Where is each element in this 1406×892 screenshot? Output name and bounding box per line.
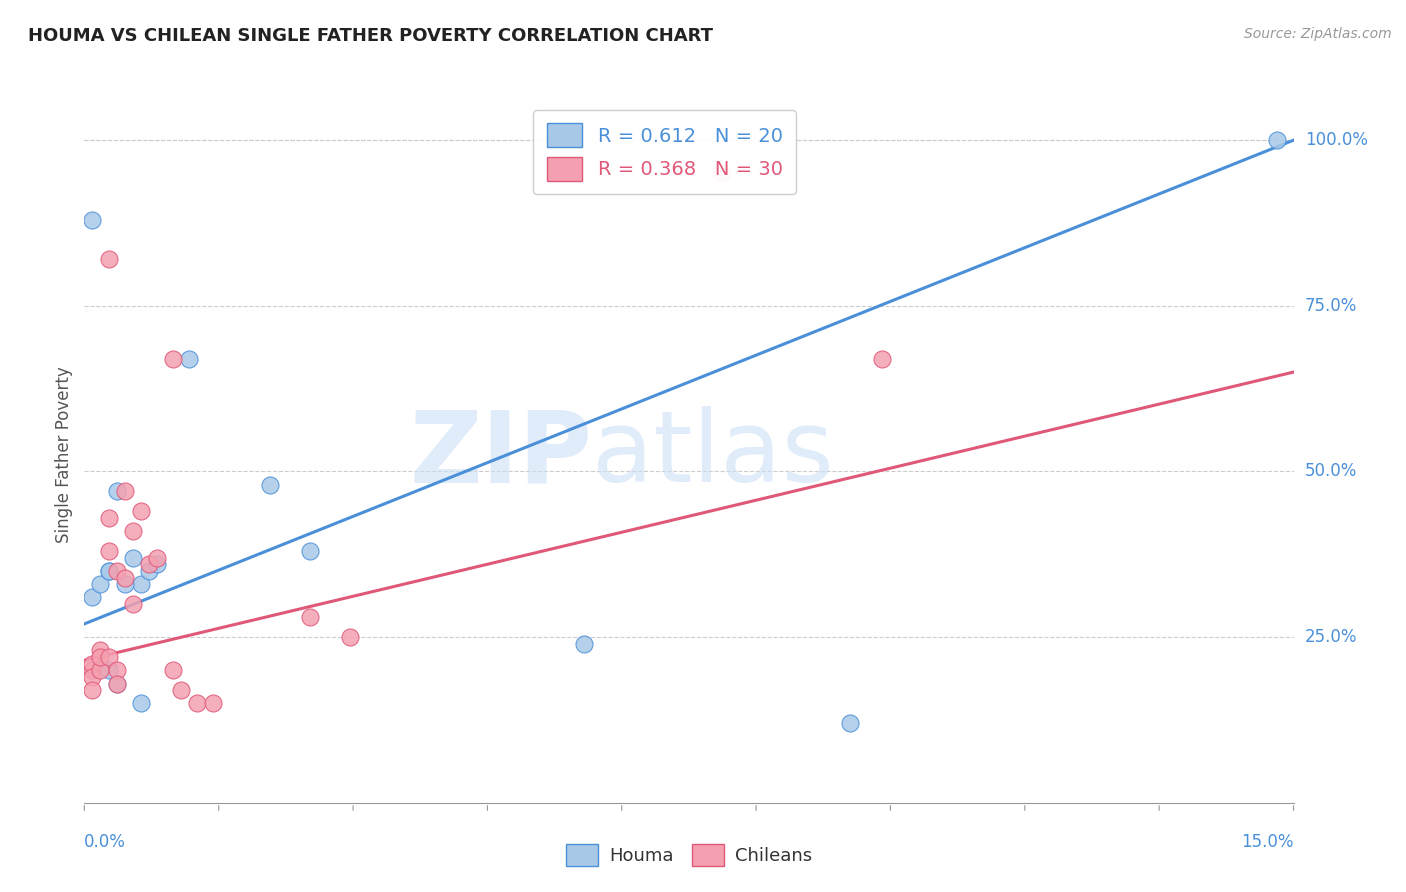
Point <box>97 511 120 525</box>
Text: HOUMA VS CHILEAN SINGLE FATHER POVERTY CORRELATION CHART: HOUMA VS CHILEAN SINGLE FATHER POVERTY C… <box>28 27 713 45</box>
Point <box>114 577 136 591</box>
Point <box>138 558 160 572</box>
Point <box>105 676 128 690</box>
Point <box>105 663 128 677</box>
Point <box>97 564 120 578</box>
Point <box>89 577 111 591</box>
Point <box>97 544 120 558</box>
Point <box>710 166 733 180</box>
Point <box>97 252 120 267</box>
Point <box>82 683 104 698</box>
Point <box>82 670 104 684</box>
Point <box>114 570 136 584</box>
Point <box>89 643 111 657</box>
Point <box>162 663 184 677</box>
Point <box>114 484 136 499</box>
Point <box>146 558 169 572</box>
Point <box>146 550 169 565</box>
Y-axis label: Single Father Poverty: Single Father Poverty <box>55 367 73 543</box>
Point <box>339 630 361 644</box>
Point <box>121 550 143 565</box>
Point <box>179 351 201 366</box>
Text: 0.0%: 0.0% <box>84 833 127 851</box>
Point <box>839 716 862 731</box>
Text: ZIP: ZIP <box>409 407 592 503</box>
Point <box>572 637 595 651</box>
Point <box>105 564 128 578</box>
Point <box>129 577 152 591</box>
Point <box>186 697 208 711</box>
Point <box>97 663 120 677</box>
Point <box>82 663 104 677</box>
Point <box>1267 133 1289 147</box>
Point <box>162 351 184 366</box>
Point <box>82 591 104 605</box>
Point <box>89 663 111 677</box>
Point <box>97 650 120 665</box>
Point <box>89 650 111 665</box>
Point <box>105 676 128 690</box>
Text: Source: ZipAtlas.com: Source: ZipAtlas.com <box>1244 27 1392 41</box>
Point <box>202 697 225 711</box>
Text: 75.0%: 75.0% <box>1305 297 1357 315</box>
Point <box>138 564 160 578</box>
Text: 15.0%: 15.0% <box>1241 833 1294 851</box>
Point <box>299 544 322 558</box>
Point <box>121 597 143 611</box>
Point <box>121 524 143 538</box>
Point <box>259 477 281 491</box>
Point <box>170 683 193 698</box>
Text: 100.0%: 100.0% <box>1305 131 1368 149</box>
Point <box>129 504 152 518</box>
Point <box>82 212 104 227</box>
Point <box>872 351 894 366</box>
Point <box>299 610 322 624</box>
Point <box>105 484 128 499</box>
Point <box>129 697 152 711</box>
Text: 50.0%: 50.0% <box>1305 462 1357 481</box>
Point <box>82 657 104 671</box>
Legend: Houma, Chileans: Houma, Chileans <box>555 833 823 877</box>
Text: 25.0%: 25.0% <box>1305 628 1357 646</box>
Point <box>97 564 120 578</box>
Text: atlas: atlas <box>592 407 834 503</box>
